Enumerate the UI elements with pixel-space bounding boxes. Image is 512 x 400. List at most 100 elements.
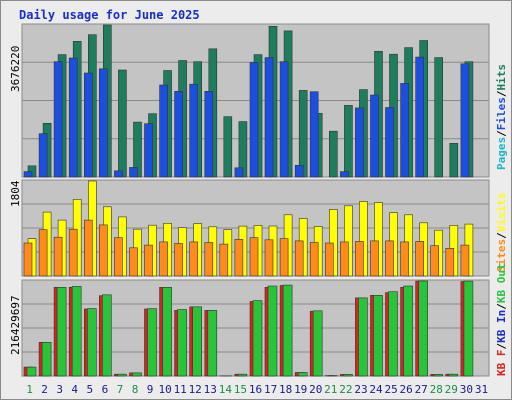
files-bar-4 <box>68 57 78 178</box>
files-bar-24 <box>370 94 379 178</box>
files-bar-9 <box>144 123 153 178</box>
day-label-23: 23 <box>354 383 367 396</box>
day-label-29: 29 <box>445 383 458 396</box>
kbin-bar-9 <box>147 308 157 377</box>
sites-bar-25 <box>385 240 394 277</box>
sites-bar-30 <box>460 244 470 277</box>
kbin-bar-20 <box>312 310 323 377</box>
kbin-bar-13 <box>207 310 218 377</box>
sites-bar-11 <box>174 243 183 277</box>
middle-legend-item-2: Visits <box>495 193 508 233</box>
bottom-legend-item-2: KB In <box>495 310 508 343</box>
kbin-bar-12 <box>192 306 202 377</box>
top-legend: Pages/Files/Hits <box>495 64 508 170</box>
top-legend-item-4: Hits <box>495 64 508 91</box>
day-label-25: 25 <box>384 383 397 396</box>
files-bar-2 <box>38 133 48 178</box>
hits-bar-14 <box>223 116 233 178</box>
day-label-6: 6 <box>102 383 109 396</box>
files-bar-18 <box>279 61 289 178</box>
files-bar-3 <box>53 61 63 178</box>
sites-bar-20 <box>309 242 319 277</box>
files-bar-22 <box>340 171 349 178</box>
kbin-bar-6 <box>102 294 112 377</box>
day-label-12: 12 <box>189 383 202 396</box>
day-label-1: 1 <box>26 383 33 396</box>
files-bar-6 <box>99 68 108 178</box>
day-label-26: 26 <box>399 383 412 396</box>
kbin-bar-11 <box>177 309 187 377</box>
top-legend-item-2: Files <box>495 97 508 130</box>
sites-bar-15 <box>234 239 244 277</box>
day-label-13: 13 <box>204 383 217 396</box>
bottom-legend-item-0: KB F <box>495 350 508 377</box>
kbin-bar-10 <box>162 286 172 377</box>
sites-bar-17 <box>264 239 274 277</box>
files-bar-27 <box>415 56 425 178</box>
sites-bar-29 <box>445 248 455 277</box>
sites-bar-18 <box>279 238 289 277</box>
top-legend-item-1: / <box>495 130 508 137</box>
day-label-7: 7 <box>117 383 124 396</box>
sites-bar-3 <box>53 236 63 277</box>
files-bar-26 <box>400 83 409 178</box>
hits-bar-21 <box>328 130 338 178</box>
hits-bar-29 <box>449 143 459 178</box>
day-label-2: 2 <box>41 383 48 396</box>
kbin-bar-27 <box>418 280 429 377</box>
day-label-15: 15 <box>234 383 247 396</box>
kbin-bar-17 <box>267 285 278 377</box>
files-bar-23 <box>355 107 364 178</box>
files-bar-15 <box>234 167 244 178</box>
day-label-14: 14 <box>219 383 233 396</box>
files-bar-17 <box>264 57 274 178</box>
hits-bar-19 <box>298 90 308 178</box>
kbin-bar-16 <box>252 300 263 377</box>
sites-bar-1 <box>23 242 33 277</box>
sites-bar-12 <box>189 241 198 277</box>
day-label-11: 11 <box>174 383 187 396</box>
files-bar-25 <box>385 107 394 178</box>
top-legend-item-0: Pages <box>495 137 508 170</box>
kbin-bar-23 <box>358 297 368 377</box>
files-bar-20 <box>309 91 319 178</box>
day-label-4: 4 <box>71 383 78 396</box>
kbin-bar-25 <box>388 291 398 377</box>
sites-bar-26 <box>400 241 409 277</box>
sites-bar-27 <box>415 241 425 277</box>
kbin-bar-22 <box>343 374 353 377</box>
day-label-27: 27 <box>415 383 428 396</box>
middle-legend-item-0: Sites <box>495 239 508 272</box>
kbin-bar-8 <box>132 372 142 377</box>
day-label-31: 31 <box>475 383 488 396</box>
kbin-bar-4 <box>71 286 82 377</box>
files-bar-1 <box>23 171 33 178</box>
kbin-bar-3 <box>56 286 67 377</box>
files-bar-10 <box>159 84 168 178</box>
sites-bar-7 <box>114 237 123 277</box>
sites-bar-14 <box>219 243 229 277</box>
kbin-bar-30 <box>463 280 474 377</box>
bottom-legend-item-3: / <box>495 303 508 310</box>
kbin-bar-26 <box>403 285 413 377</box>
top-legend-item-3: / <box>495 90 508 97</box>
files-bar-30 <box>460 63 470 178</box>
files-bar-11 <box>174 91 183 178</box>
day-label-22: 22 <box>339 383 352 396</box>
hits-bar-28 <box>434 57 444 178</box>
files-bar-19 <box>294 165 304 178</box>
day-label-19: 19 <box>294 383 307 396</box>
kbin-bar-7 <box>117 373 127 377</box>
day-label-30: 30 <box>460 383 473 396</box>
chart-title: Daily usage for June 2025 <box>19 8 200 22</box>
day-label-9: 9 <box>147 383 154 396</box>
files-bar-8 <box>129 167 138 178</box>
day-label-16: 16 <box>249 383 262 396</box>
sites-bar-22 <box>340 241 349 277</box>
kbin-bar-2 <box>41 341 52 377</box>
day-label-20: 20 <box>309 383 322 396</box>
day-label-18: 18 <box>279 383 292 396</box>
sites-bar-2 <box>38 229 48 277</box>
files-bar-5 <box>84 72 93 178</box>
